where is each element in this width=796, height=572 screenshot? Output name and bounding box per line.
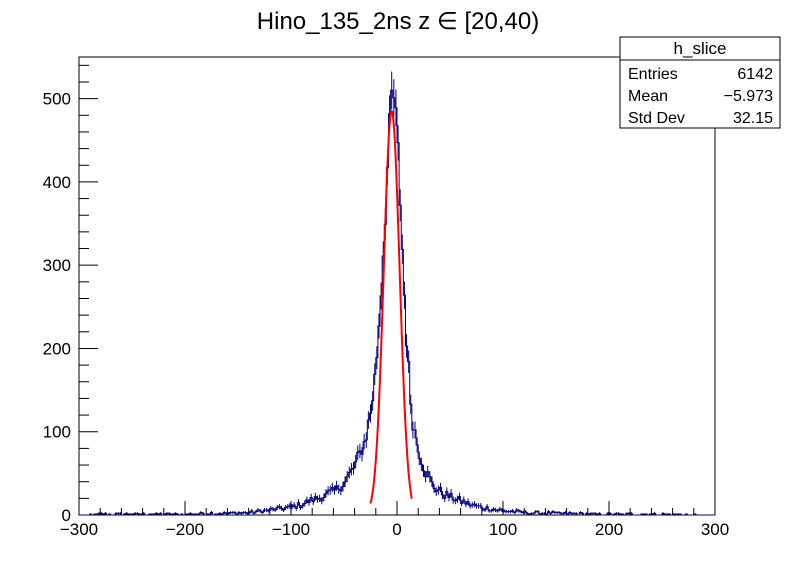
x-axis: −300 −200 −100 0 100 200 300: [60, 501, 729, 539]
stats-box-title: h_slice: [674, 39, 727, 58]
histogram-error-bars: [90, 71, 696, 515]
x-tick-label: 0: [392, 520, 401, 539]
stats-stddev-value: 32.15: [733, 110, 773, 127]
x-tick-label: −100: [272, 520, 310, 539]
x-tick-label: 300: [701, 520, 729, 539]
chart-title: Hino_135_2ns z ∈ [20,40): [257, 8, 539, 35]
y-tick-label: 500: [43, 90, 71, 109]
y-tick-label: 200: [43, 339, 71, 358]
histogram-series: [79, 89, 715, 516]
y-axis: 0 100 200 300 400 500: [43, 64, 98, 525]
x-tick-label: 100: [489, 520, 517, 539]
stats-mean-label: Mean: [628, 88, 668, 105]
stats-entries-value: 6142: [737, 66, 773, 83]
y-tick-label: 400: [43, 173, 71, 192]
y-tick-label: 100: [43, 423, 71, 442]
x-tick-label: −300: [60, 520, 98, 539]
gaussian-fit-curve: [369, 109, 413, 504]
y-tick-label: 300: [43, 256, 71, 275]
y-tick-label: 0: [62, 506, 71, 525]
x-tick-label: −200: [166, 520, 204, 539]
stats-stddev-label: Std Dev: [628, 110, 685, 127]
stats-mean-value: −5.973: [724, 88, 773, 105]
stats-box-frame: [619, 36, 781, 129]
x-tick-label: 200: [595, 520, 623, 539]
stats-entries-label: Entries: [628, 66, 678, 83]
stats-box: h_slice Entries 6142 Mean −5.973 Std Dev…: [619, 36, 781, 129]
